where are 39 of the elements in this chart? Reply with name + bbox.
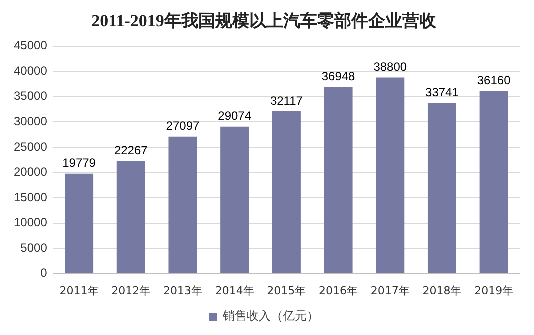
x-tick-label: 2014年 <box>215 284 254 298</box>
x-tick-label: 2013年 <box>163 284 202 298</box>
x-tick-label: 2015年 <box>267 284 306 298</box>
x-tick-label: 2019年 <box>474 284 514 298</box>
data-label: 22267 <box>114 144 148 158</box>
data-label: 36948 <box>322 69 356 84</box>
chart-title: 2011-2019年我国规模以上汽车零部件企业营收 <box>92 12 438 31</box>
data-label: 27097 <box>166 119 200 134</box>
x-tick-label: 2017年 <box>370 284 410 298</box>
x-tick-label: 2011年 <box>60 284 99 298</box>
y-tick-label: 40000 <box>14 64 48 78</box>
bar <box>324 87 353 274</box>
y-tick-label: 25000 <box>14 140 48 154</box>
bar <box>428 103 456 274</box>
y-tick-label: 45000 <box>14 38 48 53</box>
bar <box>220 126 250 274</box>
x-tick-label: 2018年 <box>422 284 462 298</box>
y-tick-label: 35000 <box>14 89 48 104</box>
y-tick-label: 10000 <box>14 216 48 230</box>
data-label: 32117 <box>270 94 304 108</box>
legend-label: 销售收入（亿元） <box>222 309 319 324</box>
data-label: 33741 <box>426 86 460 100</box>
y-tick-label: 0 <box>40 266 48 280</box>
data-label: 29074 <box>218 109 252 124</box>
bar <box>272 112 301 274</box>
bar <box>480 91 508 274</box>
data-label: 36160 <box>477 73 512 88</box>
x-tick-label: 2016年 <box>319 284 358 298</box>
data-label: 19779 <box>62 156 96 170</box>
y-tick-label: 5000 <box>20 240 48 255</box>
bar <box>65 174 94 274</box>
bar <box>376 78 405 274</box>
data-label: 38800 <box>374 60 408 74</box>
y-tick-label: 20000 <box>14 165 48 180</box>
x-tick-label: 2012年 <box>112 284 151 298</box>
y-tick-label: 30000 <box>14 114 48 129</box>
bar <box>168 136 198 274</box>
bar <box>116 161 146 274</box>
y-tick-label: 15000 <box>14 190 48 204</box>
